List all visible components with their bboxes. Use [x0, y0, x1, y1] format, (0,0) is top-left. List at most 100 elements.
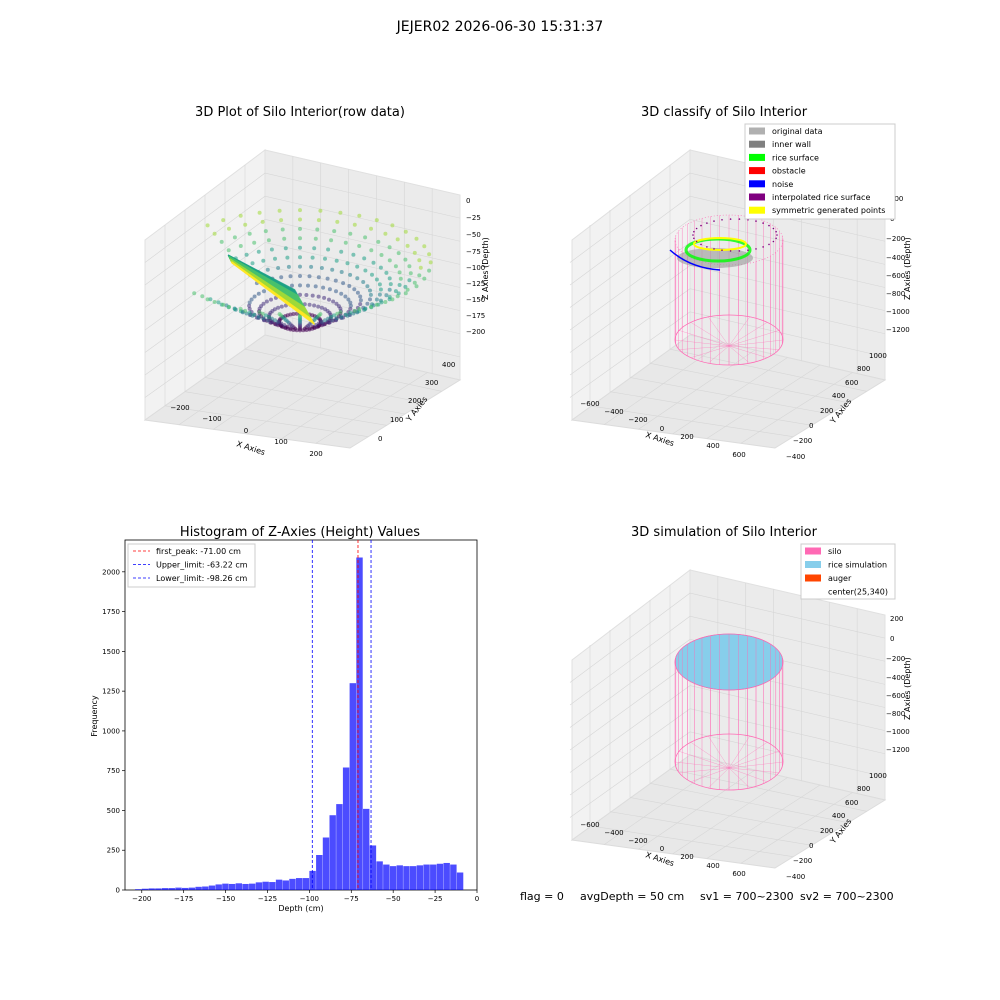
data-point — [369, 304, 373, 309]
legend-label: silo — [828, 547, 842, 556]
interpolated-point — [721, 219, 723, 221]
legend-label: first_peak: -71.00 cm — [156, 547, 241, 556]
data-point — [316, 304, 321, 309]
xtick: −200 — [170, 404, 189, 412]
histogram-bar — [222, 883, 229, 890]
data-point — [355, 290, 360, 295]
interpolated-point — [747, 249, 749, 251]
data-point — [387, 258, 392, 263]
silo-floor-spoke — [728, 345, 768, 358]
data-point — [338, 306, 343, 311]
data-point — [335, 219, 340, 224]
interpolated-point — [772, 240, 775, 243]
histogram-bar — [349, 683, 357, 890]
histogram-bar — [135, 889, 142, 890]
silo-floor-spoke — [679, 767, 730, 773]
xtick-label: −25 — [428, 895, 443, 903]
interpolated-point — [768, 243, 770, 246]
silo-floor-spoke — [728, 761, 784, 769]
data-point — [374, 302, 379, 307]
data-point — [412, 250, 417, 255]
data-point — [316, 275, 321, 280]
ytick-label: 1000 — [102, 727, 120, 735]
status-avg-depth: avgDepth = 50 cm — [580, 890, 684, 903]
data-point — [298, 226, 302, 231]
panel4-legend: silo rice simulation auger center(25,340) — [800, 543, 896, 600]
xtick: 200 — [309, 450, 322, 458]
interpolated-point — [706, 246, 708, 248]
histogram-title: Histogram of Z-Axies (Height) Values — [180, 525, 420, 540]
silo-floor-spoke — [690, 322, 730, 347]
ytick-label: 500 — [107, 807, 120, 815]
data-point — [221, 218, 226, 223]
xtick: −400 — [604, 408, 623, 416]
grid-line — [569, 639, 886, 728]
xtick-label: −100 — [300, 895, 319, 903]
legend-label: Upper_limit: -63.22 cm — [156, 561, 248, 570]
grid-line — [569, 195, 886, 286]
legend-swatch — [805, 547, 821, 555]
grid-line — [569, 615, 886, 706]
xtick: 0 — [660, 425, 664, 433]
data-point — [238, 213, 243, 218]
data-point — [405, 287, 410, 292]
grid-line — [669, 348, 867, 392]
data-point — [315, 227, 320, 232]
data-point — [298, 245, 302, 250]
data-point — [329, 315, 334, 319]
data-point — [265, 318, 270, 323]
ztick: −175 — [466, 312, 485, 320]
interpolated-point — [700, 224, 702, 227]
grid-line — [569, 685, 886, 773]
histogram-vlines — [311, 540, 372, 890]
data-point — [205, 223, 210, 228]
silo-floor-spoke — [708, 345, 730, 364]
panel1-title: 3D Plot of Silo Interior(row data) — [195, 105, 405, 120]
data-point — [260, 219, 265, 224]
interpolated-point — [713, 248, 715, 250]
data-point — [428, 260, 433, 265]
data-point — [358, 298, 363, 303]
ztick: −1000 — [886, 308, 910, 316]
legend-swatch — [749, 127, 765, 135]
data-point — [319, 319, 324, 324]
xtick-label: −150 — [216, 895, 235, 903]
data-point — [313, 236, 318, 241]
panel2-legend: original data inner wall rice surface obsta… — [744, 123, 896, 220]
ytick-label: 750 — [107, 767, 120, 775]
data-point — [208, 297, 213, 302]
legend-swatch — [805, 561, 821, 568]
data-point — [339, 270, 344, 274]
interpolated-point — [775, 237, 777, 240]
histogram-bar — [255, 882, 263, 890]
data-point — [323, 256, 327, 261]
data-point — [387, 297, 392, 302]
histogram-bar — [155, 888, 162, 890]
histogram-bar — [409, 866, 417, 890]
silo-floor-spoke — [728, 767, 768, 782]
data-point — [252, 240, 257, 245]
data-point — [291, 312, 296, 316]
data-point — [250, 261, 255, 266]
ztick: −200 — [886, 655, 905, 663]
data-point — [332, 313, 337, 318]
interpolated-point — [755, 248, 757, 250]
silo-floor-spoke — [690, 345, 730, 358]
legend-label: auger — [828, 574, 852, 583]
histogram-bar — [316, 855, 323, 890]
ztick: −25 — [466, 214, 481, 222]
data-point — [403, 229, 408, 234]
data-point — [298, 236, 302, 241]
data-point — [352, 222, 357, 227]
data-point — [414, 284, 419, 289]
silo-floor-spoke — [728, 339, 784, 347]
histogram-bar — [363, 808, 370, 890]
grid-line — [569, 311, 886, 398]
histogram-bar — [376, 861, 383, 890]
histogram-legend: first_peak: -71.00 cm Upper_limit: -63.22… — [127, 543, 256, 588]
interpolated-point — [755, 220, 757, 222]
legend-box — [744, 123, 896, 220]
data-point — [261, 301, 266, 306]
silo-floor-spoke — [728, 345, 779, 350]
data-point — [352, 287, 357, 292]
